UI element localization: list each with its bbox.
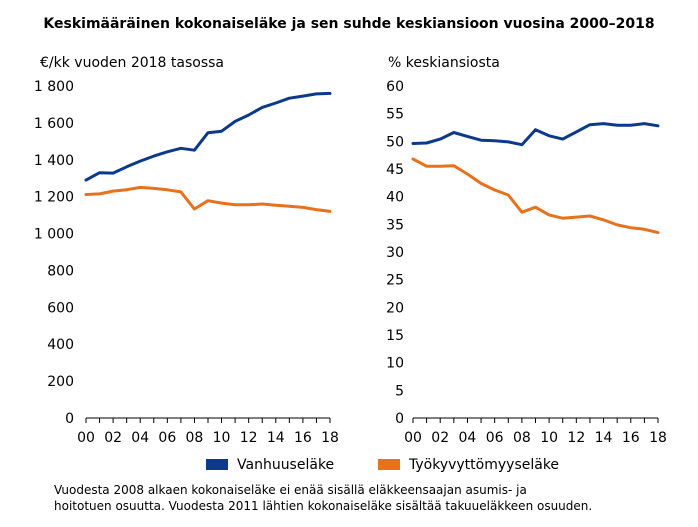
left-x-tick-label: 18 xyxy=(321,430,339,446)
left-y-tick-label: 1 400 xyxy=(34,153,74,169)
left-x-tick-label: 08 xyxy=(186,430,204,446)
right-x-tick-label: 16 xyxy=(622,430,640,446)
right-y-tick-label: 60 xyxy=(386,79,404,95)
left-x-tick-label: 06 xyxy=(158,430,176,446)
right-y-tick-label: 30 xyxy=(386,245,404,261)
left-x-tick-label: 02 xyxy=(104,430,122,446)
right-panel-percent: % keskiansiosta 0 5 10 15 20 25 30 35 40 45 50 55 60… xyxy=(386,55,667,446)
left-y-tick-label: 0 xyxy=(65,411,74,427)
left-y-tick-label: 1 000 xyxy=(34,227,74,243)
right-y-tick-label: 25 xyxy=(386,273,404,289)
right-x-tick-label: 12 xyxy=(567,430,585,446)
footnote: Vuodesta 2008 alkaen kokonaiseläke ei en… xyxy=(54,483,592,513)
right-y-tick-label: 10 xyxy=(386,356,404,372)
legend: Vanhuuseläke Työkyvyttömyyseläke xyxy=(206,457,559,473)
left-x-tick-label: 10 xyxy=(213,430,231,446)
left-y-tick-label: 600 xyxy=(47,300,74,316)
right-y-tick-label: 0 xyxy=(395,411,404,427)
right-y-tick-label: 45 xyxy=(386,162,404,178)
left-x-tick-label: 14 xyxy=(267,430,285,446)
left-x-tick-label: 00 xyxy=(77,430,95,446)
right-series-tyokyvyttomyyselake xyxy=(411,157,660,235)
right-x-tick-label: 10 xyxy=(540,430,558,446)
right-x-tick-label: 06 xyxy=(486,430,504,446)
chart-title: Keskimääräinen kokonaiseläke ja sen suhd… xyxy=(43,16,654,32)
right-x-tick-label: 14 xyxy=(595,430,613,446)
right-x-tick-label: 04 xyxy=(459,430,477,446)
right-y-tick-label: 35 xyxy=(386,217,404,233)
right-x-tick-label: 08 xyxy=(513,430,531,446)
left-y-tick-label: 1 800 xyxy=(34,79,74,95)
right-x-tick-label: 02 xyxy=(431,430,449,446)
left-x-tick-label: 16 xyxy=(294,430,312,446)
left-y-tick-label: 200 xyxy=(47,374,74,390)
left-y-tick-label: 800 xyxy=(47,263,74,279)
legend-label-tyokyvyttomyyselake: Työkyvyttömyyseläke xyxy=(408,457,559,473)
right-panel-ylabel: % keskiansiosta xyxy=(388,55,500,71)
right-y-tick-label: 5 xyxy=(395,383,404,399)
right-y-tick-label: 40 xyxy=(386,190,404,206)
legend-swatch-tyokyvyttomyyselake xyxy=(378,459,400,470)
right-y-tick-label: 20 xyxy=(386,300,404,316)
right-x-tick-label: 00 xyxy=(404,430,422,446)
left-x-tick-label: 04 xyxy=(131,430,149,446)
legend-swatch-vanhuuselake xyxy=(206,459,228,470)
left-y-tick-label: 1 600 xyxy=(34,116,74,132)
right-y-tick-label: 50 xyxy=(386,134,404,150)
left-y-tick-label: 400 xyxy=(47,337,74,353)
right-y-tick-label: 15 xyxy=(386,328,404,344)
legend-label-vanhuuselake: Vanhuuseläke xyxy=(237,457,334,473)
right-x-tick-label: 18 xyxy=(649,430,667,446)
left-panel-euros: €/kk vuoden 2018 tasossa 02004006008001 … xyxy=(34,55,339,446)
left-y-tick-label: 1 200 xyxy=(34,190,74,206)
footnote-line-1: Vuodesta 2008 alkaen kokonaiseläke ei en… xyxy=(54,483,527,497)
left-series-tyokyvyttomyyselake xyxy=(84,185,332,213)
right-series-vanhuuselake xyxy=(411,122,660,147)
right-y-tick-label: 55 xyxy=(386,107,404,123)
footnote-line-2: hoitotuen osuutta. Vuodesta 2011 lähtien… xyxy=(54,499,592,513)
left-series-vanhuuselake xyxy=(84,91,332,182)
left-x-tick-label: 12 xyxy=(240,430,258,446)
left-panel-ylabel: €/kk vuoden 2018 tasossa xyxy=(40,55,224,71)
